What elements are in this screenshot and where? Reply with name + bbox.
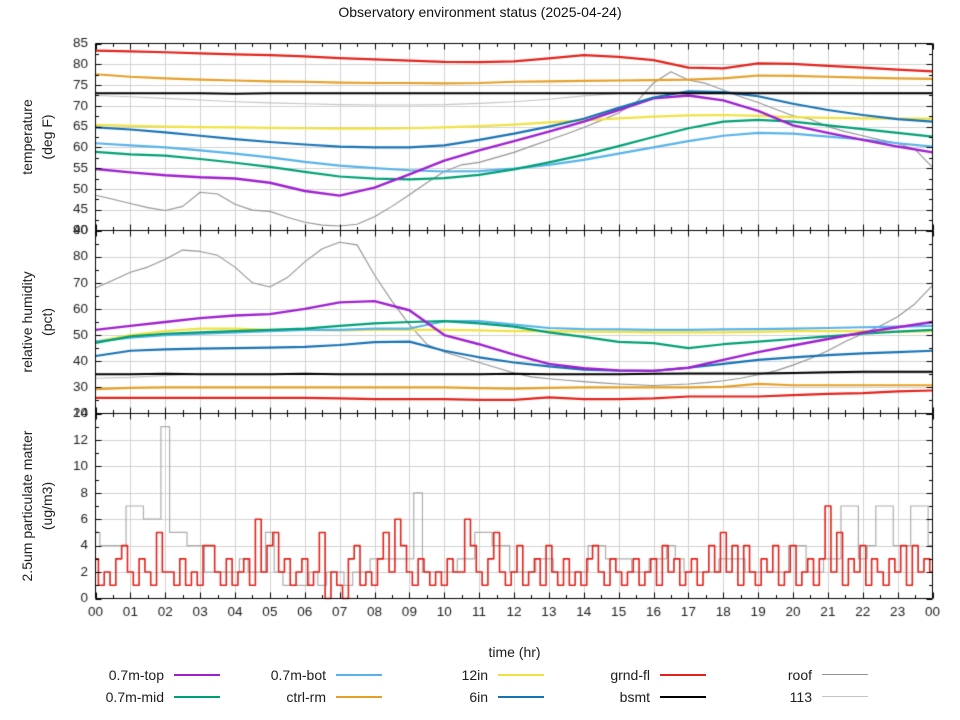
x-axis-title: time (hr) [488, 644, 541, 660]
legend-label: roof [787, 666, 812, 683]
legend-item: 0.7m-mid [92, 688, 220, 705]
legend-swatch [498, 673, 544, 676]
legend-label: 12in [461, 666, 488, 683]
legend-item: roof [740, 666, 868, 683]
y-axis-label-particulate-line2: (ug/m3) [39, 481, 55, 531]
legend-swatch [822, 696, 868, 697]
y-axis-label-humidity: relative humidity (pct) [17, 271, 57, 372]
legend-swatch [660, 673, 706, 676]
legend-swatch [174, 695, 220, 698]
legend-swatch [498, 695, 544, 698]
y-axis-label-humidity-line1: relative humidity [19, 271, 35, 373]
legend-label: 0.7m-top [108, 666, 164, 683]
legend-column: 0.7m-bot ctrl-rm [254, 666, 382, 705]
legend-swatch [660, 695, 706, 698]
y-axis-label-temperature-line2: (deg F) [39, 114, 55, 160]
y-axis-label-temperature-line1: temperature [19, 99, 35, 175]
legend-swatch [822, 674, 868, 675]
legend-column: 12in 6in [416, 666, 544, 705]
legend-item: 113 [740, 688, 868, 705]
y-axis-label-particulate: 2.5um particulate matter (ug/m3) [17, 431, 57, 582]
legend-swatch [174, 673, 220, 676]
legend-label: 0.7m-bot [270, 666, 326, 683]
legend-label: ctrl-rm [286, 688, 326, 705]
legend-item: ctrl-rm [254, 688, 382, 705]
legend-column: roof 113 [740, 666, 868, 705]
legend-item: 6in [416, 688, 544, 705]
legend-label: 0.7m-mid [105, 688, 164, 705]
chart-canvas [0, 0, 960, 660]
y-axis-label-temperature: temperature (deg F) [17, 99, 57, 174]
legend-label: 113 [789, 688, 812, 705]
legend-label: bsmt [619, 688, 650, 705]
y-axis-label-particulate-line1: 2.5um particulate matter [19, 430, 35, 582]
legend-label: 6in [469, 688, 488, 705]
legend-swatch [336, 695, 382, 698]
legend-column: grnd-fl bsmt [578, 666, 706, 705]
legend-item: 0.7m-top [92, 666, 220, 683]
legend: 0.7m-top 0.7m-mid 0.7m-bot ctrl-rm 12in 6in gr… [0, 666, 960, 705]
y-axis-label-humidity-line2: (pct) [39, 308, 55, 336]
legend-item: bsmt [578, 688, 706, 705]
legend-label: grnd-fl [610, 666, 650, 683]
legend-item: grnd-fl [578, 666, 706, 683]
legend-column: 0.7m-top 0.7m-mid [92, 666, 220, 705]
legend-swatch [336, 673, 382, 676]
legend-item: 12in [416, 666, 544, 683]
legend-item: 0.7m-bot [254, 666, 382, 683]
